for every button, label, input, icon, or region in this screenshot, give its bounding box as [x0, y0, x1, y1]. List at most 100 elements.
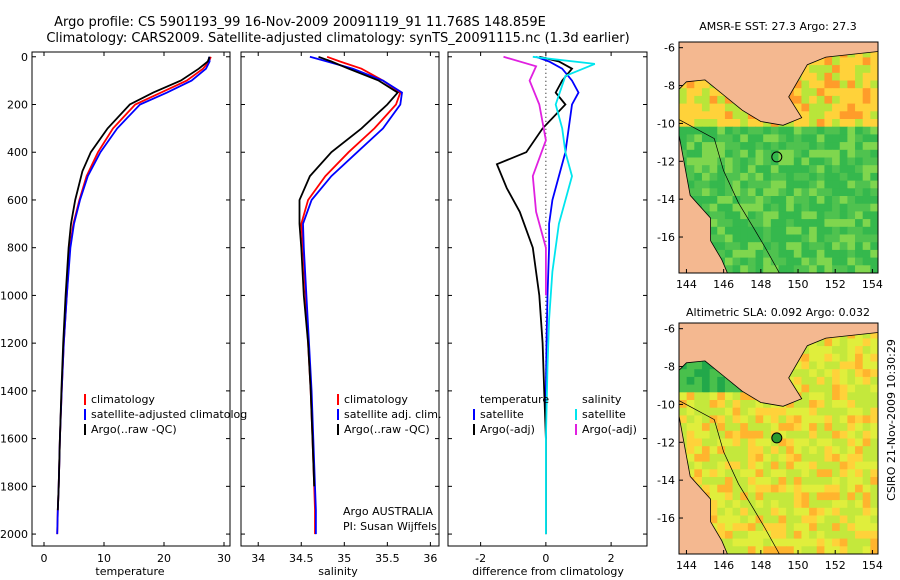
map-pixel [770, 500, 779, 509]
map-pixel [832, 172, 841, 182]
map-pixel [717, 461, 726, 470]
map-pixel [824, 149, 833, 158]
map-pixel [763, 438, 772, 447]
map-pixel [832, 242, 841, 251]
map-pixel [832, 157, 841, 166]
map-pixel [709, 172, 718, 182]
map-pixel [855, 196, 864, 205]
map-pixel [724, 265, 734, 273]
map-pixel [747, 423, 757, 432]
map-pixel [855, 446, 864, 455]
map-pixel [862, 149, 871, 158]
map-pixel [847, 134, 856, 143]
map-pixel [694, 95, 703, 105]
map-pixel [747, 242, 757, 251]
map-pixel [847, 353, 856, 362]
map-pixel [862, 469, 871, 478]
map-pixel [786, 157, 795, 166]
map-pixel [847, 65, 856, 74]
map-pixel [740, 242, 749, 251]
map-pixel [740, 430, 749, 439]
map-pixel [832, 484, 841, 493]
map-pixel [770, 477, 779, 486]
map-pixel [839, 376, 848, 386]
figure-title-line1: Argo profile: CS 5901193_99 16-Nov-2009 … [54, 15, 546, 30]
map-pixel [709, 469, 718, 478]
map-pixel [717, 111, 726, 120]
map-pixel [793, 188, 802, 197]
map-pixel [793, 361, 802, 370]
map-pixel [740, 515, 749, 524]
map-pixel [832, 57, 841, 66]
map-pixel [717, 407, 726, 416]
map-pixel [701, 149, 711, 158]
map-pixel [793, 103, 802, 112]
map-pixel [832, 384, 841, 393]
map-pixel [839, 469, 848, 478]
map-pixel [747, 415, 757, 424]
map-pixel [801, 119, 810, 128]
legend-title-salinity: salinity [582, 393, 622, 406]
map-pixel [709, 376, 718, 386]
map-pixel [832, 95, 841, 105]
map-pixel [832, 211, 841, 220]
map-pixel [839, 361, 848, 370]
map-pixel [824, 523, 833, 532]
map-pixel [824, 165, 833, 174]
map-pixel [778, 515, 787, 524]
legend-label-climatology: climatology [344, 393, 408, 406]
map-pixel [747, 249, 757, 259]
map-x-tick-label: 154 [862, 559, 883, 572]
map-pixel [694, 407, 703, 416]
map-pixel [740, 546, 749, 554]
map-pixel [847, 149, 856, 158]
map-pixel [747, 484, 757, 493]
map-pixel [816, 438, 825, 447]
map-pixel [770, 172, 779, 182]
map-pixel [717, 180, 726, 189]
map-pixel [740, 126, 749, 135]
map-pixel [709, 446, 718, 455]
map-pixel [793, 407, 802, 416]
map-pixel [824, 469, 833, 478]
map-pixel [786, 507, 795, 516]
map-pixel [701, 111, 711, 120]
map-pixel [816, 507, 825, 516]
series-line-salinity-argo [503, 55, 547, 296]
map-pixel [724, 219, 734, 228]
map-pixel [732, 103, 741, 112]
map-pixel [801, 346, 810, 355]
map-pixel [816, 188, 825, 197]
map-pixel [801, 172, 810, 182]
map-pixel [717, 492, 726, 501]
map-pixel [778, 507, 787, 516]
map-pixel [755, 249, 764, 259]
map-pixel [717, 430, 726, 439]
map-pixel [709, 203, 718, 212]
map-pixel [824, 407, 833, 416]
map-pixel [778, 149, 787, 158]
map-pixel [740, 234, 749, 243]
map-pixel [778, 500, 787, 509]
map-pixel [786, 265, 795, 273]
map-pixel [709, 461, 718, 470]
map-pixel [778, 219, 787, 228]
map-pixel [809, 172, 818, 182]
map-pixel [740, 507, 749, 516]
map-pixel [809, 353, 818, 362]
map-pixel [824, 546, 833, 554]
map-pixel [740, 407, 749, 416]
map-pixel [870, 376, 878, 386]
map-pixel [855, 369, 864, 378]
map-pixel [832, 376, 841, 386]
map-pixel [740, 188, 749, 197]
map-pixel [839, 546, 848, 554]
map-pixel [740, 392, 749, 401]
map-pixel [801, 188, 810, 197]
map-pixel [770, 507, 779, 516]
map-pixel [701, 392, 711, 401]
map-pixel [778, 211, 787, 220]
map-pixel [870, 226, 878, 235]
map-pixel [824, 453, 833, 463]
y-tick-label: 600 [7, 194, 28, 207]
